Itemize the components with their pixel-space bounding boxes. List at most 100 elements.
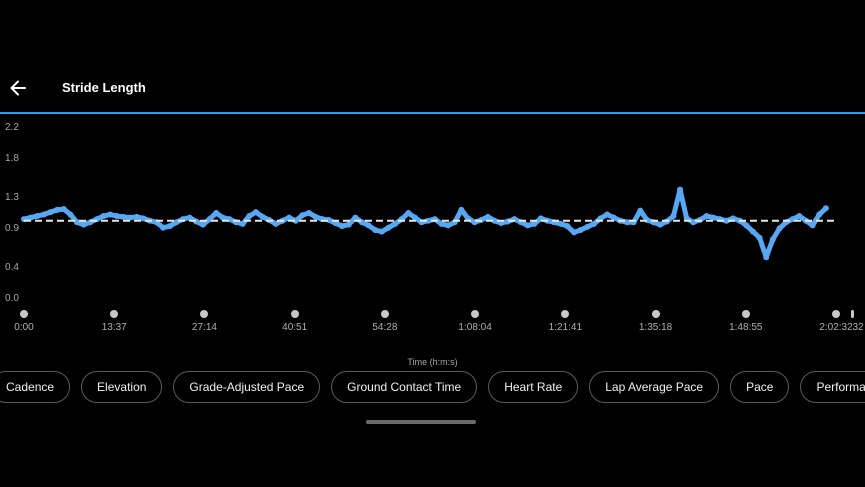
x-tick-marker[interactable] bbox=[651, 310, 660, 318]
data-point bbox=[140, 215, 147, 222]
x-tick-marker[interactable] bbox=[200, 310, 209, 318]
x-tick-marker[interactable] bbox=[741, 310, 750, 318]
metric-chip-heart-rate[interactable]: Heart Rate bbox=[488, 371, 579, 403]
data-point bbox=[405, 209, 412, 216]
data-point bbox=[392, 220, 399, 227]
data-point bbox=[74, 219, 81, 226]
data-point bbox=[107, 211, 114, 218]
data-point bbox=[590, 220, 597, 227]
data-point bbox=[239, 220, 246, 227]
data-point bbox=[769, 236, 776, 243]
data-point bbox=[246, 213, 253, 220]
metric-chip-cadence[interactable]: Cadence bbox=[0, 371, 71, 403]
data-point bbox=[305, 209, 312, 216]
data-point bbox=[524, 222, 531, 229]
data-point bbox=[80, 221, 87, 228]
data-point bbox=[173, 219, 180, 226]
data-point bbox=[385, 224, 392, 231]
stride-length-chart[interactable] bbox=[0, 120, 865, 310]
data-point bbox=[491, 217, 498, 224]
data-point bbox=[438, 220, 445, 227]
data-point bbox=[166, 223, 173, 230]
data-point bbox=[100, 213, 107, 220]
data-point bbox=[113, 213, 120, 220]
y-tick-label: 2.2 bbox=[5, 122, 19, 133]
data-point bbox=[411, 214, 418, 221]
data-point bbox=[219, 214, 226, 221]
data-point bbox=[749, 228, 756, 235]
data-point bbox=[531, 220, 538, 227]
data-point bbox=[743, 222, 750, 229]
arrow-left-icon[interactable] bbox=[8, 78, 28, 98]
x-tick-marker[interactable] bbox=[290, 310, 299, 318]
x-tick-label: 1:21:41 bbox=[548, 322, 583, 333]
data-point bbox=[822, 205, 829, 212]
data-point bbox=[604, 211, 611, 218]
y-tick-label: 0.0 bbox=[5, 293, 19, 304]
data-point bbox=[54, 206, 61, 213]
x-tick-marker[interactable] bbox=[110, 310, 119, 318]
data-point bbox=[67, 211, 74, 218]
data-point bbox=[365, 222, 372, 229]
x-tick-marker[interactable] bbox=[471, 310, 480, 318]
data-point bbox=[352, 214, 359, 221]
x-axis-title: Time (h:m:s) bbox=[407, 357, 458, 367]
data-point bbox=[458, 206, 465, 213]
data-point bbox=[624, 219, 631, 226]
x-tick-marker-partial bbox=[851, 310, 854, 318]
data-point bbox=[710, 214, 717, 221]
metric-chip-ground-contact-time[interactable]: Ground Contact Time bbox=[331, 371, 478, 403]
metric-chip-lap-average-pace[interactable]: Lap Average Pace bbox=[589, 371, 720, 403]
data-point bbox=[272, 220, 279, 227]
data-point bbox=[199, 221, 206, 228]
data-point bbox=[345, 221, 352, 228]
metric-chip-row[interactable]: Cadence Elevation Grade-Adjusted Pace Groun… bbox=[0, 371, 865, 403]
x-tick-label: 13:37 bbox=[101, 322, 127, 333]
data-point bbox=[690, 219, 697, 226]
y-tick-label: 0.4 bbox=[5, 261, 19, 273]
data-point bbox=[577, 227, 584, 234]
x-tick-label-partial: 32 bbox=[852, 322, 864, 333]
scroll-handle[interactable] bbox=[366, 420, 476, 424]
data-point bbox=[378, 228, 385, 235]
y-tick-label: 1.3 bbox=[5, 191, 19, 203]
data-point bbox=[312, 213, 319, 220]
data-point bbox=[657, 221, 664, 228]
data-point bbox=[776, 225, 783, 232]
header-divider bbox=[0, 112, 865, 114]
data-point bbox=[425, 217, 432, 224]
x-tick-label: 2:02:32 bbox=[819, 322, 853, 333]
app-header: Stride Length bbox=[0, 70, 865, 106]
x-tick-label: 1:48:55 bbox=[729, 322, 763, 333]
data-point bbox=[292, 217, 299, 224]
metric-chip-performanc[interactable]: Performanc bbox=[800, 371, 865, 403]
x-tick-marker[interactable] bbox=[20, 310, 28, 318]
data-point bbox=[259, 213, 266, 220]
metric-chip-grade-adjusted-pace[interactable]: Grade-Adjusted Pace bbox=[173, 371, 321, 403]
data-point bbox=[677, 186, 684, 193]
data-point bbox=[445, 222, 452, 229]
data-point bbox=[34, 213, 41, 220]
stride-length-series bbox=[21, 187, 829, 260]
data-point bbox=[299, 212, 306, 219]
y-tick-label: 0.9 bbox=[5, 223, 19, 235]
data-point bbox=[670, 213, 677, 220]
x-tick-label: 54:28 bbox=[372, 322, 398, 333]
data-point bbox=[816, 211, 823, 218]
x-tick-label: 1:08:04 bbox=[458, 322, 492, 333]
x-tick-marker[interactable] bbox=[380, 310, 389, 318]
metric-chip-pace[interactable]: Pace bbox=[730, 371, 790, 403]
data-point bbox=[186, 214, 193, 221]
x-tick-label: 1:35:18 bbox=[638, 322, 673, 333]
data-point bbox=[27, 214, 34, 221]
x-tick-marker[interactable] bbox=[832, 310, 840, 318]
metric-chip-elevation[interactable]: Elevation bbox=[81, 371, 163, 403]
data-point bbox=[372, 227, 379, 234]
data-point bbox=[763, 254, 770, 261]
x-tick-marker[interactable] bbox=[561, 310, 570, 318]
data-point bbox=[286, 214, 293, 221]
data-point bbox=[809, 222, 816, 229]
data-point bbox=[756, 234, 763, 241]
data-point bbox=[637, 207, 644, 214]
data-point bbox=[557, 220, 564, 227]
